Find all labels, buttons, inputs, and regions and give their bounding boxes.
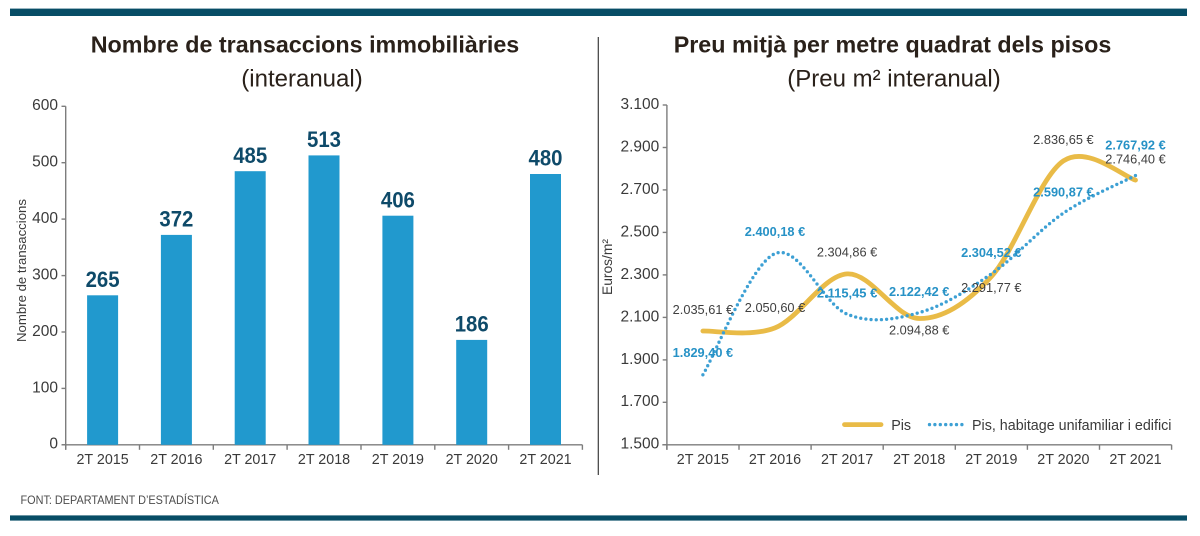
svg-text:1.829,40 €: 1.829,40 € <box>673 346 733 360</box>
svg-text:2.900: 2.900 <box>621 138 660 155</box>
svg-text:186: 186 <box>455 312 489 337</box>
svg-text:2.304,52 €: 2.304,52 € <box>961 246 1021 260</box>
svg-text:Preu mitjà per metre quadrat d: Preu mitjà per metre quadrat dels pisos <box>674 32 1112 58</box>
svg-text:Nombre de transaccions immobil: Nombre de transaccions immobiliàries <box>91 32 520 58</box>
svg-text:200: 200 <box>32 323 58 340</box>
svg-text:2T 2021: 2T 2021 <box>519 452 571 468</box>
svg-text:0: 0 <box>49 436 58 453</box>
svg-text:Nombre de transaccions: Nombre de transaccions <box>14 199 29 342</box>
svg-text:Pis, habitage unifamiliar i ed: Pis, habitage unifamiliar i edifici <box>972 418 1171 434</box>
svg-text:480: 480 <box>529 146 563 171</box>
svg-text:400: 400 <box>32 210 58 227</box>
svg-text:FONT: DEPARTAMENT D’ESTADÍSTIC: FONT: DEPARTAMENT D’ESTADÍSTICA <box>21 492 220 507</box>
svg-text:2T 2021: 2T 2021 <box>1109 452 1161 468</box>
svg-text:2.746,40 €: 2.746,40 € <box>1105 153 1165 167</box>
svg-text:2T 2019: 2T 2019 <box>372 452 424 468</box>
svg-text:2.094,88 €: 2.094,88 € <box>889 323 949 337</box>
svg-text:265: 265 <box>86 267 120 292</box>
svg-text:2.100: 2.100 <box>621 308 660 325</box>
svg-text:Pis: Pis <box>891 418 911 434</box>
svg-text:2.767,92 €: 2.767,92 € <box>1105 138 1165 152</box>
svg-text:2.500: 2.500 <box>621 223 660 240</box>
svg-text:2T 2019: 2T 2019 <box>965 452 1017 468</box>
svg-text:2T 2018: 2T 2018 <box>298 452 350 468</box>
svg-text:300: 300 <box>32 266 58 283</box>
svg-text:2T 2015: 2T 2015 <box>76 452 128 468</box>
svg-text:2.115,45 €: 2.115,45 € <box>817 286 877 300</box>
svg-text:2T 2016: 2T 2016 <box>749 452 801 468</box>
svg-text:Euros/m²: Euros/m² <box>600 239 615 295</box>
svg-text:1.500: 1.500 <box>621 436 660 453</box>
svg-text:2T 2020: 2T 2020 <box>446 452 498 468</box>
svg-text:372: 372 <box>159 207 193 232</box>
svg-text:2.300: 2.300 <box>621 266 660 283</box>
svg-text:2.035,61 €: 2.035,61 € <box>673 303 733 317</box>
svg-text:(interanual): (interanual) <box>241 65 362 92</box>
svg-text:3.100: 3.100 <box>621 96 660 113</box>
svg-text:2T 2016: 2T 2016 <box>150 452 202 468</box>
svg-text:100: 100 <box>32 379 58 396</box>
svg-text:2T 2017: 2T 2017 <box>821 452 873 468</box>
svg-text:2.304,86 €: 2.304,86 € <box>817 246 877 260</box>
svg-text:2.122,42 €: 2.122,42 € <box>889 285 949 299</box>
svg-text:406: 406 <box>381 187 415 212</box>
svg-text:500: 500 <box>32 154 58 171</box>
svg-text:2.700: 2.700 <box>621 181 660 198</box>
svg-text:2.291,77 €: 2.291,77 € <box>961 281 1021 295</box>
svg-text:2T 2015: 2T 2015 <box>677 452 729 468</box>
svg-text:2.050,60 €: 2.050,60 € <box>745 301 805 315</box>
svg-text:2T 2018: 2T 2018 <box>893 452 945 468</box>
svg-text:600: 600 <box>32 97 58 114</box>
svg-text:2.836,65 €: 2.836,65 € <box>1033 133 1093 147</box>
svg-text:2.400,18 €: 2.400,18 € <box>745 225 805 239</box>
svg-text:513: 513 <box>307 127 341 152</box>
svg-text:2T 2020: 2T 2020 <box>1037 452 1089 468</box>
svg-text:485: 485 <box>233 143 267 168</box>
svg-text:2.590,87 €: 2.590,87 € <box>1033 186 1093 200</box>
svg-text:2T 2017: 2T 2017 <box>224 452 276 468</box>
svg-text:(Preu m² interanual): (Preu m² interanual) <box>787 65 1000 92</box>
svg-text:1.900: 1.900 <box>621 351 660 368</box>
svg-text:1.700: 1.700 <box>621 393 660 410</box>
